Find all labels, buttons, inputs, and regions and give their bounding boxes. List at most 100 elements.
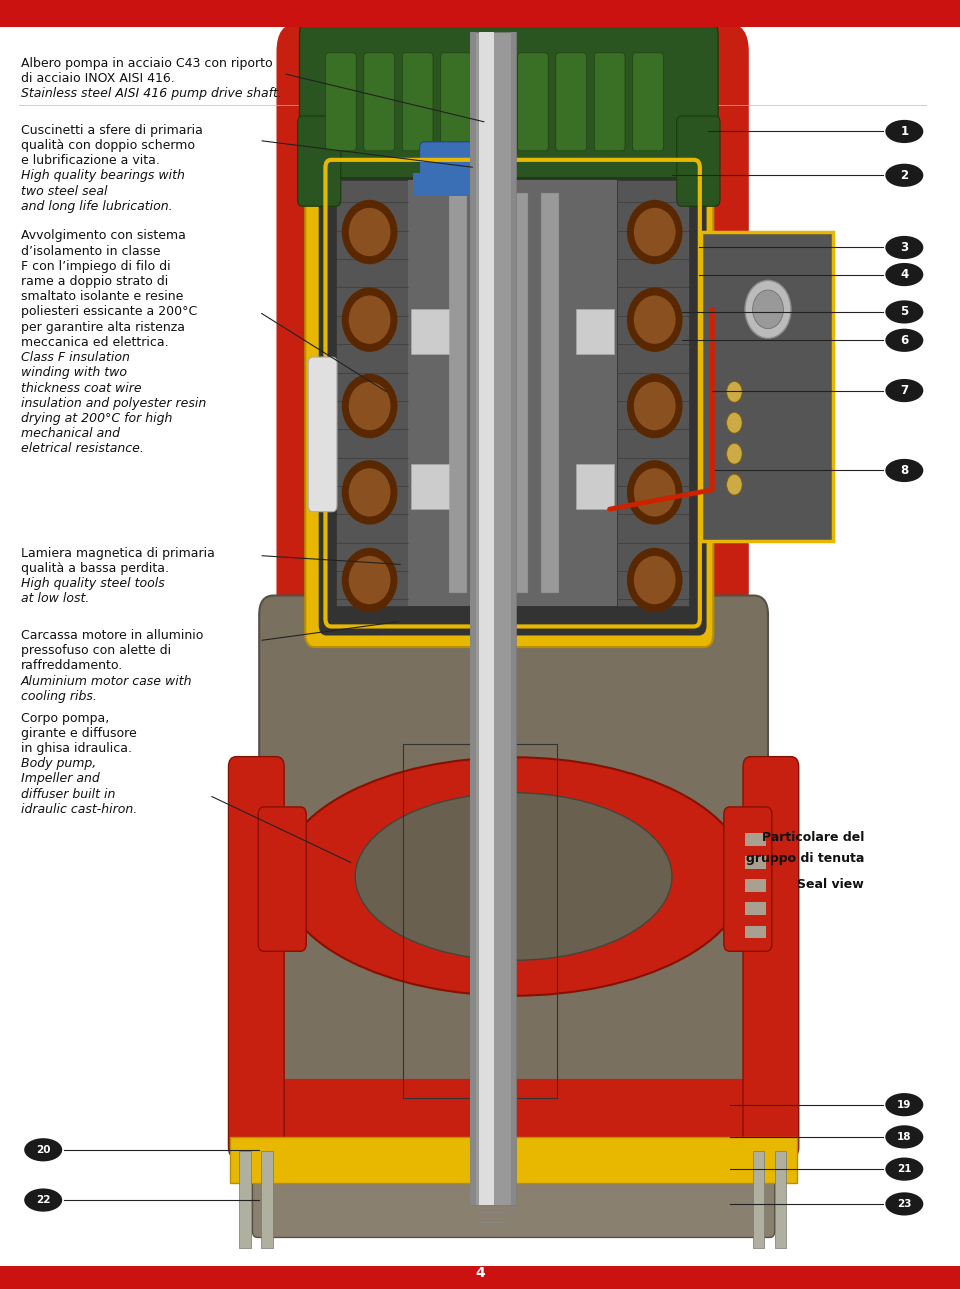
Ellipse shape: [885, 164, 924, 187]
FancyBboxPatch shape: [319, 151, 707, 635]
Bar: [753, 1151, 764, 1248]
Ellipse shape: [355, 793, 672, 960]
Ellipse shape: [24, 1138, 62, 1161]
Text: Avvolgimento con sistema: Avvolgimento con sistema: [21, 229, 186, 242]
Bar: [408, 180, 617, 606]
Text: d’isolamento in classe: d’isolamento in classe: [21, 245, 160, 258]
Ellipse shape: [342, 200, 397, 264]
Bar: [0, 1266, 960, 1289]
Text: gruppo di tenuta: gruppo di tenuta: [746, 852, 864, 865]
Ellipse shape: [634, 208, 676, 257]
Ellipse shape: [753, 290, 783, 329]
Text: eletrical resistance.: eletrical resistance.: [21, 442, 144, 455]
Bar: [745, 856, 766, 869]
Text: Body pump,: Body pump,: [21, 757, 96, 770]
FancyBboxPatch shape: [402, 53, 433, 151]
Bar: [511, 32, 516, 1205]
Text: 8: 8: [900, 464, 908, 477]
Text: 18: 18: [897, 1132, 912, 1142]
FancyBboxPatch shape: [325, 53, 356, 151]
Bar: [480, 193, 497, 593]
Text: Lamiera magnetica di primaria: Lamiera magnetica di primaria: [21, 547, 215, 559]
Text: qualità a bassa perdita.: qualità a bassa perdita.: [21, 562, 169, 575]
Ellipse shape: [348, 468, 391, 517]
Text: High quality steel tools: High quality steel tools: [21, 577, 165, 590]
Ellipse shape: [745, 281, 791, 339]
Bar: [336, 180, 408, 606]
Text: 2: 2: [900, 169, 908, 182]
Bar: [745, 833, 766, 846]
Text: smaltato isolante e resine: smaltato isolante e resine: [21, 290, 183, 303]
Ellipse shape: [634, 382, 676, 431]
Bar: [261, 1151, 273, 1248]
Text: Stainless steel AISI 416 pump drive shaft.: Stainless steel AISI 416 pump drive shaf…: [21, 88, 282, 101]
Ellipse shape: [342, 548, 397, 612]
FancyBboxPatch shape: [258, 807, 306, 951]
Ellipse shape: [885, 1125, 924, 1148]
Text: 1: 1: [900, 125, 908, 138]
Text: girante e diffusore: girante e diffusore: [21, 727, 137, 740]
Text: F con l’impiego di filo di: F con l’impiego di filo di: [21, 260, 171, 273]
Ellipse shape: [348, 382, 391, 431]
Ellipse shape: [627, 374, 683, 438]
Bar: [411, 464, 449, 509]
FancyBboxPatch shape: [305, 61, 713, 647]
Ellipse shape: [348, 208, 391, 257]
Text: 21: 21: [897, 1164, 912, 1174]
Text: meccanica ed elettrica.: meccanica ed elettrica.: [21, 336, 169, 349]
FancyBboxPatch shape: [441, 53, 471, 151]
FancyBboxPatch shape: [517, 53, 548, 151]
FancyBboxPatch shape: [594, 53, 625, 151]
Ellipse shape: [348, 556, 391, 605]
Bar: [403, 744, 557, 1098]
Text: 20: 20: [36, 1145, 51, 1155]
Bar: [470, 32, 516, 1205]
Text: diffuser built in: diffuser built in: [21, 788, 115, 800]
Text: qualità con doppio schermo: qualità con doppio schermo: [21, 139, 195, 152]
FancyBboxPatch shape: [297, 117, 723, 165]
Ellipse shape: [885, 120, 924, 143]
Text: 22: 22: [36, 1195, 51, 1205]
Ellipse shape: [342, 374, 397, 438]
Text: in ghisa idraulica.: in ghisa idraulica.: [21, 742, 132, 755]
FancyBboxPatch shape: [420, 142, 506, 193]
Bar: [745, 926, 766, 938]
Text: e lubrificazione a vita.: e lubrificazione a vita.: [21, 155, 160, 168]
Ellipse shape: [885, 263, 924, 286]
Ellipse shape: [342, 287, 397, 352]
Text: Corpo pompa,: Corpo pompa,: [21, 712, 109, 724]
Text: High quality bearings with: High quality bearings with: [21, 169, 185, 182]
Bar: [479, 32, 494, 1205]
FancyBboxPatch shape: [276, 1079, 752, 1177]
Circle shape: [727, 412, 742, 433]
Ellipse shape: [627, 287, 683, 352]
Bar: [470, 32, 476, 1205]
FancyBboxPatch shape: [308, 357, 337, 512]
Text: idraulic cast-hiron.: idraulic cast-hiron.: [21, 803, 137, 816]
Ellipse shape: [627, 460, 683, 525]
Text: Cuscinetti a sfere di primaria: Cuscinetti a sfere di primaria: [21, 124, 203, 137]
Ellipse shape: [627, 548, 683, 612]
Text: two steel seal: two steel seal: [21, 184, 108, 197]
Text: Aluminium motor case with: Aluminium motor case with: [21, 674, 193, 687]
Text: insulation and polyester resin: insulation and polyester resin: [21, 397, 206, 410]
Bar: [239, 1151, 251, 1248]
FancyBboxPatch shape: [701, 232, 833, 541]
Ellipse shape: [885, 1093, 924, 1116]
Bar: [576, 464, 614, 509]
Ellipse shape: [634, 468, 676, 517]
Bar: [745, 879, 766, 892]
Text: winding with two: winding with two: [21, 366, 127, 379]
FancyBboxPatch shape: [228, 757, 284, 1158]
Text: 23: 23: [897, 1199, 912, 1209]
Text: mechanical and: mechanical and: [21, 427, 120, 440]
Text: 5: 5: [900, 305, 908, 318]
Text: 6: 6: [900, 334, 908, 347]
Text: Class F insulation: Class F insulation: [21, 351, 130, 363]
Ellipse shape: [474, 977, 513, 1021]
Bar: [511, 193, 528, 593]
FancyBboxPatch shape: [252, 1154, 775, 1237]
Text: Carcassa motore in alluminio: Carcassa motore in alluminio: [21, 629, 204, 642]
FancyBboxPatch shape: [276, 23, 749, 675]
Circle shape: [727, 382, 742, 402]
